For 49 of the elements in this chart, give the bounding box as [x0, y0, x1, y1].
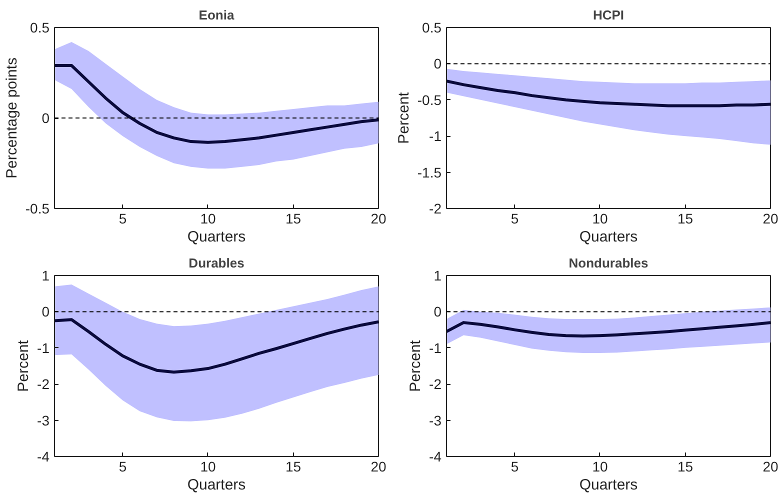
x-tick-label: 15	[285, 458, 302, 474]
chart-title: HCPI	[592, 8, 624, 22]
y-tick-label: 0	[42, 110, 50, 126]
y-tick-label: -2	[429, 376, 442, 392]
x-tick-label: 10	[592, 458, 608, 474]
y-tick-label: 0	[434, 56, 442, 72]
y-tick-label: 1	[42, 268, 50, 284]
y-tick-label: 0	[434, 304, 442, 320]
chart-title: Durables	[188, 256, 244, 270]
x-tick-label: 10	[592, 210, 608, 226]
x-tick-label: 15	[285, 210, 302, 226]
chart-title: Nondurables	[568, 256, 648, 270]
x-tick-label: 10	[200, 210, 216, 226]
y-tick-label: -3	[37, 412, 50, 428]
y-tick-label: -4	[37, 448, 50, 464]
y-tick-label: -3	[429, 412, 442, 428]
y-tick-label: -2	[37, 376, 50, 392]
x-tick-label: 20	[762, 458, 778, 474]
y-tick-label: -0.5	[25, 200, 50, 216]
y-axis-title: Percent	[15, 339, 32, 392]
x-tick-label: 5	[118, 458, 127, 474]
y-tick-label: -1	[429, 128, 442, 144]
y-axis-title: Percent	[395, 91, 412, 144]
y-tick-label: -1	[429, 340, 442, 356]
x-tick-label: 20	[370, 458, 386, 474]
y-tick-label: -4	[429, 448, 442, 464]
y-axis-title: Percent	[407, 339, 424, 392]
y-tick-label: -1.5	[417, 164, 442, 180]
y-tick-label: 1	[434, 268, 442, 284]
y-tick-label: -1	[37, 340, 50, 356]
x-axis-title: Quarters	[187, 476, 246, 494]
y-tick-label: -2	[429, 200, 442, 216]
x-tick-label: 20	[762, 210, 778, 226]
x-tick-label: 5	[118, 210, 127, 226]
y-tick-label: 0.5	[422, 20, 442, 36]
y-tick-label: -0.5	[417, 92, 442, 108]
y-tick-label: 0.5	[30, 20, 50, 36]
x-axis-title: Quarters	[187, 228, 246, 246]
x-tick-label: 20	[370, 210, 386, 226]
x-axis-title: Quarters	[579, 228, 638, 246]
chart-title: Eonia	[198, 8, 235, 22]
x-tick-label: 5	[510, 210, 519, 226]
y-axis-title: Percentage points	[3, 58, 20, 178]
x-axis-title: Quarters	[579, 476, 638, 494]
x-tick-label: 15	[677, 210, 694, 226]
x-tick-label: 5	[510, 458, 519, 474]
y-tick-label: 0	[42, 304, 50, 320]
x-tick-label: 15	[677, 458, 694, 474]
x-tick-label: 10	[200, 458, 216, 474]
